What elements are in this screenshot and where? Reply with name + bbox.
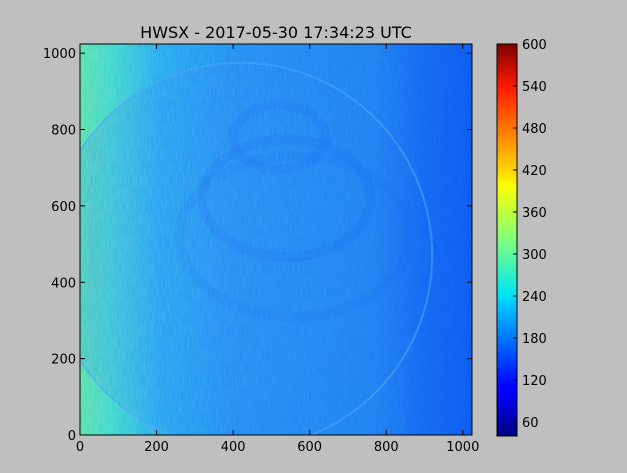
axes-frame <box>79 43 473 436</box>
colorbar-tick-label: 240 <box>522 290 547 305</box>
x-tick-label: 1000 <box>446 440 479 455</box>
colorbar-tick-label: 60 <box>522 416 539 431</box>
y-tick-label: 1000 <box>43 47 76 62</box>
x-tick-label: 200 <box>144 440 169 455</box>
chart-title: HWSX - 2017-05-30 17:34:23 UTC <box>140 23 412 42</box>
heatmap-image <box>80 44 472 435</box>
y-tick-label: 800 <box>51 124 76 139</box>
y-tick-label: 200 <box>51 353 76 368</box>
x-tick-label: 800 <box>374 440 399 455</box>
image-noise <box>80 44 472 435</box>
colorbar-tick-label: 120 <box>522 374 547 389</box>
x-tick-label: 600 <box>297 440 322 455</box>
colorbar-tick-label: 540 <box>522 80 547 95</box>
colorbar-tick-label: 600 <box>522 38 547 53</box>
x-tick-label: 400 <box>221 440 246 455</box>
colorbar-tick-label: 360 <box>522 206 547 221</box>
colorbar-tick-label: 480 <box>522 122 547 137</box>
y-axis: 0 200 400 600 800 1000 <box>43 47 472 444</box>
y-tick-label: 600 <box>51 200 76 215</box>
colorbar-tick-label: 420 <box>522 164 547 179</box>
colorbar-frame <box>496 43 518 437</box>
colorbar-axis: 60 120 180 240 300 360 420 480 540 600 <box>513 38 547 431</box>
x-axis: 0 200 400 600 800 1000 <box>76 44 479 455</box>
colorbar-tick-label: 180 <box>522 332 547 347</box>
x-tick-label: 0 <box>76 440 84 455</box>
y-tick-label: 400 <box>51 276 76 291</box>
colorbar <box>497 44 517 436</box>
y-tick-label: 0 <box>68 429 76 444</box>
colorbar-tick-label: 300 <box>522 248 547 263</box>
